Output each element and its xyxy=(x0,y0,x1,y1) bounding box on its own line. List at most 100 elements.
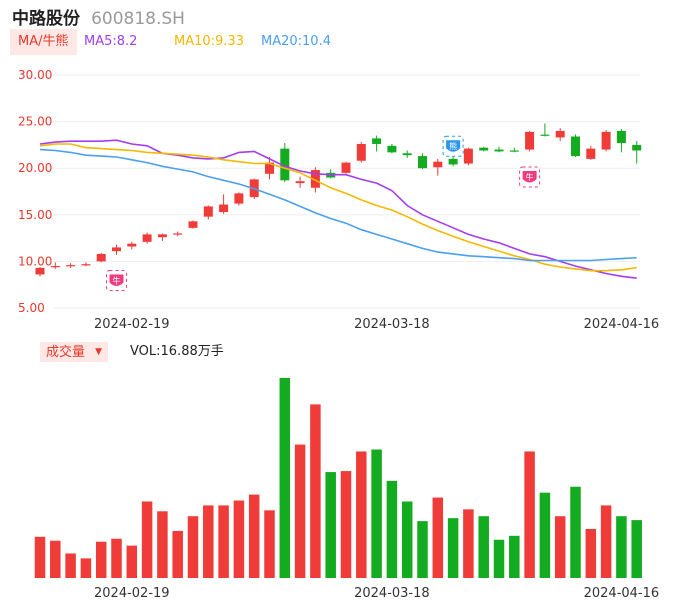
candle-body xyxy=(112,247,121,252)
volume-bar xyxy=(524,451,535,578)
candle-body xyxy=(494,149,504,152)
volume-bar xyxy=(340,471,352,578)
svg-text:牛: 牛 xyxy=(526,172,534,182)
volume-bar xyxy=(172,530,183,578)
candle-body xyxy=(35,267,45,275)
volume-bar xyxy=(50,540,61,578)
ma20-value: MA20:10.4 xyxy=(261,34,331,49)
candle-body xyxy=(601,131,611,150)
candle-body xyxy=(341,162,351,173)
bull-marker-icon: 牛 xyxy=(519,166,541,188)
volume-bar xyxy=(478,516,489,578)
candle-body xyxy=(616,130,626,144)
candle-body xyxy=(372,138,382,144)
volume-bar xyxy=(493,539,505,578)
candle-body xyxy=(433,161,443,168)
candle-body xyxy=(632,144,642,151)
ma5-line xyxy=(39,139,637,279)
volume-bar xyxy=(141,501,153,578)
volume-bar xyxy=(600,505,612,578)
bear-marker-icon: 熊 xyxy=(442,135,464,157)
volume-bar xyxy=(325,472,336,578)
candle-body xyxy=(203,206,213,217)
candle-body xyxy=(479,147,489,151)
volume-value: VOL:16.88万手 xyxy=(130,344,224,359)
x-tick-label: 2024-03-18 xyxy=(354,586,430,600)
candle-body xyxy=(188,221,198,228)
candle-body xyxy=(525,131,535,150)
candle-body xyxy=(387,145,397,153)
volume-bar xyxy=(371,449,382,578)
volume-bar xyxy=(539,492,551,578)
volume-bar xyxy=(570,486,581,578)
volume-bar xyxy=(463,509,474,578)
volume-bar xyxy=(509,535,520,578)
candle-body xyxy=(50,266,60,268)
candle-body xyxy=(555,130,565,138)
candle-body xyxy=(66,265,76,267)
ma10-value: MA10:9.33 xyxy=(174,34,244,49)
price-chart: 30.00 25.00 20.00 15.00 10.00 5.00 牛 熊牛 2024-02-… xyxy=(18,68,660,332)
stock-name: 中路股份 xyxy=(12,9,80,29)
ma10-line xyxy=(39,143,637,272)
candle-body xyxy=(280,148,290,181)
ma-indicator-tab[interactable]: MA/牛熊 xyxy=(10,29,77,55)
candle-body xyxy=(463,148,473,164)
volume-bar xyxy=(157,511,168,578)
y-tick-label: 20.00 xyxy=(18,161,52,175)
ma20-line xyxy=(39,148,637,262)
x-tick-label: 2024-02-19 xyxy=(94,586,170,600)
candle-body xyxy=(96,253,106,262)
candle-body xyxy=(234,193,244,204)
candle-body xyxy=(127,243,137,247)
stock-code: 600818.SH xyxy=(91,9,185,29)
x-tick-label: 2024-02-19 xyxy=(94,317,170,332)
candle-body xyxy=(310,170,320,188)
candle-body xyxy=(157,234,167,238)
candle-body xyxy=(295,181,305,184)
candle-body xyxy=(81,264,91,266)
y-tick-label: 25.00 xyxy=(18,115,52,129)
svg-text:牛: 牛 xyxy=(113,275,121,285)
candle-body xyxy=(540,134,550,136)
y-tick-label: 10.00 xyxy=(18,254,52,268)
volume-bar xyxy=(264,510,275,578)
volume-bar xyxy=(80,558,92,578)
y-tick-label: 15.00 xyxy=(18,208,52,222)
volume-bar xyxy=(95,541,107,578)
x-tick-label: 2024-04-16 xyxy=(584,317,660,332)
candle-body xyxy=(173,233,183,235)
volume-bar xyxy=(218,505,229,578)
x-tick-label: 2024-03-18 xyxy=(354,317,430,332)
volume-bar xyxy=(386,480,398,578)
ma5-value: MA5:8.2 xyxy=(84,34,138,49)
x-tick-label: 2024-04-16 xyxy=(584,586,660,600)
volume-bar xyxy=(447,518,459,578)
chevron-down-icon: ▼ xyxy=(95,347,103,357)
volume-bar xyxy=(432,497,444,578)
candle-body xyxy=(448,158,458,165)
volume-bar xyxy=(279,377,291,578)
volume-bar xyxy=(310,404,321,578)
candle-body xyxy=(219,204,229,213)
volume-bar xyxy=(554,516,566,578)
stock-header: 中路股份 600818.SH xyxy=(12,4,185,29)
bull-marker-icon: 牛 xyxy=(106,269,127,291)
y-tick-label: 5.00 xyxy=(18,301,45,315)
candle-body xyxy=(586,148,596,159)
y-tick-label: 30.00 xyxy=(18,68,52,82)
volume-bar xyxy=(65,553,76,578)
volume-bar xyxy=(248,494,260,578)
candle-body xyxy=(509,150,519,152)
candle-body xyxy=(402,153,412,156)
volume-bar xyxy=(187,516,199,578)
volume-indicator-tab[interactable]: 成交量 ▼ xyxy=(40,342,109,362)
volume-bar xyxy=(126,545,138,578)
volume-bar xyxy=(417,521,428,578)
volume-chart: 2024-02-19 2024-03-18 2024-04-16 xyxy=(34,377,660,600)
candle-body xyxy=(142,234,152,242)
volume-bar xyxy=(34,536,46,578)
volume-bar xyxy=(356,451,367,578)
volume-bar xyxy=(616,516,627,578)
volume-bar xyxy=(401,501,413,578)
